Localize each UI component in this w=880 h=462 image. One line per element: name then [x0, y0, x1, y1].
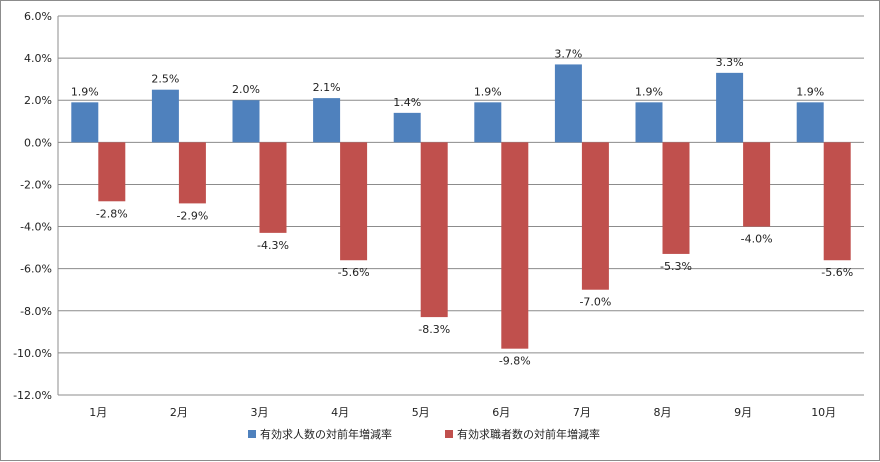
y-tick-label: 2.0% [24, 94, 52, 107]
bar-series-1 [554, 64, 582, 143]
bar-series-2 [662, 142, 690, 254]
data-label: -5.6% [821, 266, 853, 279]
bar-series-2 [340, 142, 368, 261]
data-label: 3.3% [716, 56, 744, 69]
bar-series-2 [420, 142, 448, 318]
x-tick-label: 2月 [170, 406, 188, 419]
data-label: 1.4% [393, 96, 421, 109]
bar-series-2 [743, 142, 771, 227]
x-tick-label: 7月 [573, 406, 591, 419]
bar-series-1 [474, 102, 502, 143]
bar-series-1 [716, 72, 744, 143]
data-label: 2.1% [313, 81, 341, 94]
bar-series-2 [259, 142, 287, 233]
x-tick-label: 3月 [251, 406, 269, 419]
data-label: 1.9% [71, 85, 99, 98]
data-label: 3.7% [554, 47, 582, 60]
data-label: 2.5% [151, 73, 179, 86]
x-tick-label: 6月 [492, 406, 510, 419]
data-label: -9.8% [499, 355, 531, 368]
y-tick-label: -8.0% [20, 305, 52, 318]
data-label: 1.9% [474, 85, 502, 98]
legend-swatch-series-2 [445, 430, 453, 438]
legend-swatch-series-1 [248, 430, 256, 438]
legend-label-series-2: 有効求職者数の対前年増減率 [457, 427, 600, 441]
bar-series-2 [823, 142, 851, 261]
bar-series-1 [232, 100, 260, 143]
bar-series-1 [393, 112, 421, 143]
y-tick-label: 6.0% [24, 10, 52, 23]
y-tick-label: 0.0% [24, 136, 52, 149]
y-tick-label: -2.0% [20, 178, 52, 191]
data-label: 1.9% [635, 85, 663, 98]
bar-series-2 [98, 142, 126, 202]
data-label: -8.3% [418, 323, 450, 336]
legend-label-series-1: 有効求人数の対前年増減率 [260, 427, 392, 441]
data-label: -5.6% [338, 266, 370, 279]
y-tick-label: -12.0% [13, 389, 52, 402]
bar-series-1 [635, 102, 663, 143]
x-tick-label: 4月 [331, 406, 349, 419]
data-label: -4.0% [741, 233, 773, 246]
bar-series-2 [501, 142, 529, 349]
y-tick-label: 4.0% [24, 52, 52, 65]
x-tick-label: 1月 [89, 406, 107, 419]
data-label: -2.8% [96, 207, 128, 220]
data-label: -2.9% [176, 209, 208, 222]
bar-series-2 [581, 142, 609, 290]
bar-series-1 [71, 102, 99, 143]
y-tick-label: -4.0% [20, 221, 52, 234]
x-tick-label: 9月 [734, 406, 752, 419]
y-tick-label: -6.0% [20, 263, 52, 276]
data-label: -4.3% [257, 239, 289, 252]
bar-series-1 [151, 89, 179, 143]
bar-series-1 [796, 102, 824, 143]
x-tick-label: 5月 [412, 406, 430, 419]
bar-series-1 [313, 98, 341, 143]
x-tick-label: 10月 [811, 406, 836, 419]
y-tick-label: -10.0% [13, 347, 52, 360]
data-label: -5.3% [660, 260, 692, 273]
data-label: -7.0% [579, 296, 611, 309]
data-label: 2.0% [232, 83, 260, 96]
bar-series-2 [178, 142, 206, 204]
data-label: 1.9% [796, 85, 824, 98]
x-tick-label: 8月 [654, 406, 672, 419]
